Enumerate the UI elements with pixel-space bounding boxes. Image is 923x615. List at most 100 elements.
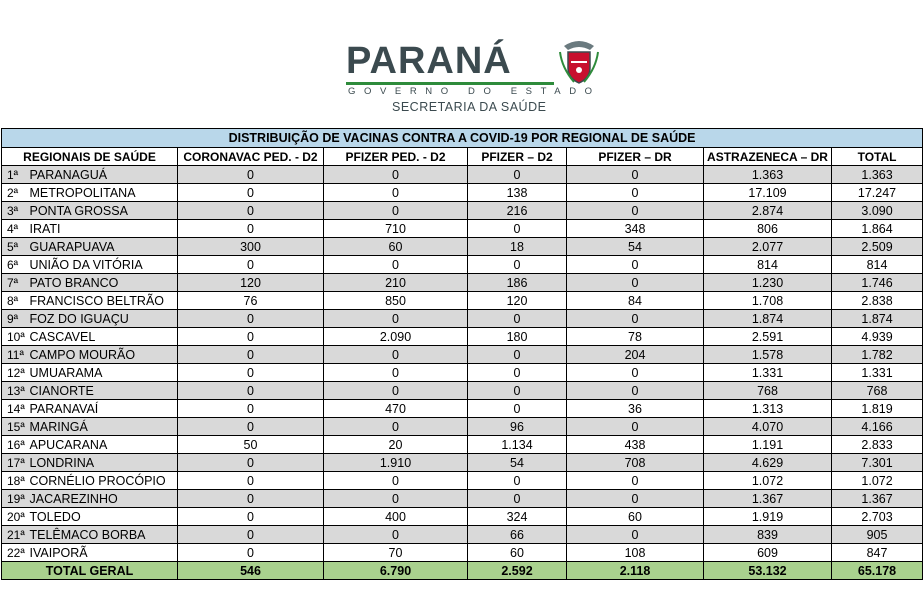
row-value-cell: 1.874 bbox=[830, 309, 923, 328]
row-value-cell: 66 bbox=[467, 525, 567, 544]
row-regional-name: UMUARAMA bbox=[27, 363, 178, 382]
row-value-cell: 4.166 bbox=[830, 417, 923, 436]
row-value-cell: 0 bbox=[177, 219, 324, 238]
table-row: 13ª CIANORTE 0 0 0 0 768 768 bbox=[1, 381, 923, 400]
row-ordinal: 5ª bbox=[1, 237, 28, 256]
total-cell: 546 bbox=[177, 561, 324, 580]
row-value-cell: 20 bbox=[323, 435, 468, 454]
table-row: 1ª PARANAGUÁ 0 0 0 0 1.363 1.363 bbox=[1, 165, 923, 184]
row-value-cell: 0 bbox=[467, 165, 567, 184]
row-value-cell: 70 bbox=[323, 543, 468, 562]
row-value-cell: 0 bbox=[566, 309, 704, 328]
table-row: 11ª CAMPO MOURÃO 0 0 0 204 1.578 1.782 bbox=[1, 345, 923, 364]
table-row: 2ª METROPOLITANA 0 0 138 0 17.109 17.247 bbox=[1, 183, 923, 202]
row-value-cell: 1.782 bbox=[830, 345, 923, 364]
row-value-cell: 18 bbox=[467, 237, 567, 256]
row-regional-name: PATO BRANCO bbox=[27, 273, 178, 292]
row-value-cell: 0 bbox=[323, 309, 468, 328]
total-cell: 2.118 bbox=[566, 561, 704, 580]
row-value-cell: 204 bbox=[566, 345, 704, 364]
row-value-cell: 1.874 bbox=[703, 309, 832, 328]
row-regional-name: CORNÉLIO PROCÓPIO bbox=[27, 471, 178, 490]
row-value-cell: 17.247 bbox=[830, 183, 923, 202]
row-value-cell: 0 bbox=[177, 255, 324, 274]
row-regional-name: PONTA GROSSA bbox=[27, 201, 178, 220]
row-value-cell: 768 bbox=[830, 381, 923, 400]
table-row: 5ª GUARAPUAVA 300 60 18 54 2.077 2.509 bbox=[1, 237, 923, 256]
row-value-cell: 0 bbox=[323, 417, 468, 436]
row-value-cell: 0 bbox=[467, 471, 567, 490]
row-value-cell: 60 bbox=[566, 507, 704, 526]
total-cell: 6.790 bbox=[323, 561, 468, 580]
row-value-cell: 768 bbox=[703, 381, 832, 400]
row-value-cell: 0 bbox=[177, 507, 324, 526]
row-ordinal: 20ª bbox=[1, 507, 28, 526]
row-value-cell: 96 bbox=[467, 417, 567, 436]
total-label: TOTAL GERAL bbox=[1, 561, 178, 580]
row-value-cell: 814 bbox=[703, 255, 832, 274]
row-value-cell: 0 bbox=[566, 273, 704, 292]
header-coronavac-ped-d2: CORONAVAC PED. - D2 bbox=[177, 147, 324, 166]
table-row: 15ª MARINGÁ 0 0 96 0 4.070 4.166 bbox=[1, 417, 923, 436]
row-value-cell: 1.313 bbox=[703, 399, 832, 418]
row-ordinal: 12ª bbox=[1, 363, 28, 382]
row-value-cell: 1.363 bbox=[703, 165, 832, 184]
table-row: 19ª JACAREZINHO 0 0 0 0 1.367 1.367 bbox=[1, 489, 923, 508]
row-value-cell: 0 bbox=[566, 165, 704, 184]
total-cell: 53.132 bbox=[703, 561, 832, 580]
row-value-cell: 0 bbox=[177, 165, 324, 184]
row-value-cell: 0 bbox=[566, 183, 704, 202]
logo-subtitle: GOVERNO DO ESTADO bbox=[348, 86, 601, 97]
row-value-cell: 4.939 bbox=[830, 327, 923, 346]
logo-secretariat: SECRETARIA DA SAÚDE bbox=[392, 100, 547, 114]
row-value-cell: 1.919 bbox=[703, 507, 832, 526]
row-value-cell: 2.509 bbox=[830, 237, 923, 256]
total-row: TOTAL GERAL 546 6.790 2.592 2.118 53.132… bbox=[1, 561, 923, 580]
row-value-cell: 324 bbox=[467, 507, 567, 526]
row-value-cell: 4.629 bbox=[703, 453, 832, 472]
row-value-cell: 470 bbox=[323, 399, 468, 418]
row-value-cell: 0 bbox=[177, 525, 324, 544]
row-value-cell: 0 bbox=[467, 219, 567, 238]
row-value-cell: 814 bbox=[830, 255, 923, 274]
row-value-cell: 1.367 bbox=[830, 489, 923, 508]
row-regional-name: UNIÃO DA VITÓRIA bbox=[27, 255, 178, 274]
row-value-cell: 54 bbox=[467, 453, 567, 472]
row-regional-name: METROPOLITANA bbox=[27, 183, 178, 202]
table-row: 17ª LONDRINA 0 1.910 54 708 4.629 7.301 bbox=[1, 453, 923, 472]
row-value-cell: 1.230 bbox=[703, 273, 832, 292]
row-value-cell: 0 bbox=[177, 327, 324, 346]
row-value-cell: 847 bbox=[830, 543, 923, 562]
row-value-cell: 138 bbox=[467, 183, 567, 202]
row-value-cell: 0 bbox=[467, 309, 567, 328]
row-ordinal: 16ª bbox=[1, 435, 28, 454]
row-ordinal: 2ª bbox=[1, 183, 28, 202]
row-value-cell: 0 bbox=[177, 471, 324, 490]
row-value-cell: 0 bbox=[177, 489, 324, 508]
row-value-cell: 0 bbox=[177, 345, 324, 364]
row-value-cell: 0 bbox=[566, 255, 704, 274]
row-value-cell: 905 bbox=[830, 525, 923, 544]
logo-wordmark: PARANÁ bbox=[346, 40, 512, 82]
row-value-cell: 1.072 bbox=[703, 471, 832, 490]
row-value-cell: 806 bbox=[703, 219, 832, 238]
row-value-cell: 36 bbox=[566, 399, 704, 418]
table-row: 8ª FRANCISCO BELTRÃO 76 850 120 84 1.708 2.838 bbox=[1, 291, 923, 310]
row-ordinal: 19ª bbox=[1, 489, 28, 508]
row-ordinal: 8ª bbox=[1, 291, 28, 310]
row-value-cell: 1.819 bbox=[830, 399, 923, 418]
table-row: 20ª TOLEDO 0 400 324 60 1.919 2.703 bbox=[1, 507, 923, 526]
row-value-cell: 2.077 bbox=[703, 237, 832, 256]
row-regional-name: FRANCISCO BELTRÃO bbox=[27, 291, 178, 310]
header-total: TOTAL bbox=[830, 147, 923, 166]
row-value-cell: 0 bbox=[323, 183, 468, 202]
table-row: 18ª CORNÉLIO PROCÓPIO 0 0 0 0 1.072 1.072 bbox=[1, 471, 923, 490]
row-value-cell: 180 bbox=[467, 327, 567, 346]
row-value-cell: 300 bbox=[177, 237, 324, 256]
row-regional-name: CIANORTE bbox=[27, 381, 178, 400]
row-value-cell: 0 bbox=[323, 471, 468, 490]
table-row: 12ª UMUARAMA 0 0 0 0 1.331 1.331 bbox=[1, 363, 923, 382]
row-regional-name: IRATI bbox=[27, 219, 178, 238]
table-row: 22ª IVAIPORÃ 0 70 60 108 609 847 bbox=[1, 543, 923, 562]
row-regional-name: GUARAPUAVA bbox=[27, 237, 178, 256]
